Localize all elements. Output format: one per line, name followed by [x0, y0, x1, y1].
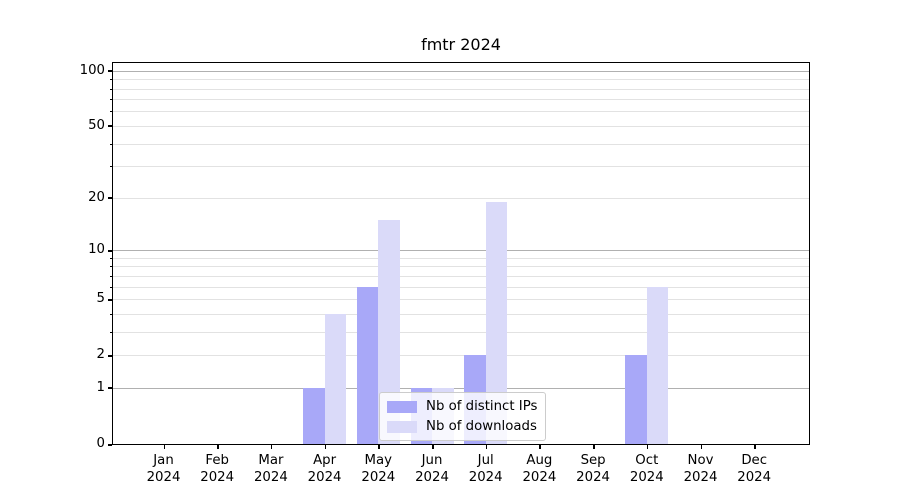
legend-label-distinct-ips: Nb of distinct IPs	[426, 399, 538, 414]
x-tick-label-mar: Mar 2024	[253, 453, 288, 485]
x-tick-mark	[700, 445, 702, 449]
y-tick-label: 5	[96, 291, 105, 306]
bar-downloads-apr	[324, 313, 347, 444]
bar-distinct-ips-apr	[303, 387, 325, 444]
legend-label-downloads: Nb of downloads	[426, 419, 537, 434]
y-tick-mark-minor	[110, 79, 112, 81]
x-tick-mark	[539, 445, 541, 449]
y-tick-mark-minor	[110, 257, 112, 259]
gridline-minor	[113, 197, 809, 199]
gridline-minor	[113, 299, 809, 300]
y-tick-mark-minor	[110, 197, 112, 199]
bar-distinct-ips-may	[356, 286, 379, 444]
x-tick-mark	[646, 445, 649, 449]
y-tick-label: 0	[96, 436, 105, 451]
gridline-minor	[113, 88, 809, 90]
x-tick-label-oct: Oct 2024	[629, 453, 664, 485]
x-tick-mark	[593, 445, 595, 449]
bar-downloads-oct	[646, 286, 669, 444]
y-tick-mark-minor	[110, 286, 112, 288]
y-tick-mark-minor	[110, 299, 112, 300]
x-tick-mark	[324, 445, 327, 449]
gridline-major	[113, 70, 809, 72]
y-tick-label: 2	[96, 347, 105, 363]
y-tick-mark-minor	[110, 331, 112, 333]
gridline-minor	[113, 313, 809, 315]
x-tick-label-apr: Apr 2024	[307, 453, 342, 485]
x-tick-label-may: May 2024	[361, 453, 396, 485]
bar-downloads-jul	[485, 201, 508, 444]
x-tick-label-sep: Sep 2024	[576, 453, 611, 485]
y-tick-mark-minor	[110, 166, 112, 168]
gridline-minor	[113, 166, 809, 168]
legend-swatch-downloads	[387, 420, 417, 433]
gridline-minor	[113, 355, 809, 357]
gridline-major	[113, 250, 809, 251]
x-tick-label-feb: Feb 2024	[200, 453, 235, 485]
legend-item-distinct-ips: Nb of distinct IPs	[387, 397, 537, 416]
x-tick-mark	[754, 445, 756, 449]
bar-distinct-ips-oct	[625, 355, 647, 444]
gridline-minor	[113, 286, 809, 288]
x-tick-mark	[270, 445, 273, 449]
y-tick-mark-minor	[110, 143, 112, 145]
y-tick-mark-minor	[110, 88, 112, 90]
x-tick-mark	[378, 445, 380, 449]
y-tick-mark-minor	[110, 111, 112, 113]
y-tick-label: 50	[88, 117, 105, 133]
y-tick-mark	[108, 387, 112, 390]
gridline-minor	[113, 99, 809, 101]
x-tick-mark	[432, 445, 434, 449]
gridline-minor	[113, 125, 809, 127]
x-tick-mark	[485, 445, 488, 449]
y-tick-label: 100	[79, 62, 105, 78]
gridline-major	[113, 387, 809, 389]
gridline-minor	[113, 111, 809, 113]
chart-title: fmtr 2024	[421, 35, 501, 54]
plot-area: Nb of distinct IPs Nb of downloads 0 1 2 5 1…	[80, 62, 810, 485]
gridline-minor	[113, 143, 809, 145]
gridline-minor	[113, 331, 809, 333]
y-tick-mark-minor	[110, 275, 112, 277]
y-tick-mark-minor	[110, 355, 112, 357]
x-tick-label-dec: Dec 2024	[737, 453, 772, 485]
bar-downloads-may	[378, 219, 400, 444]
x-tick-label-jun: Jun 2024	[415, 453, 449, 485]
x-tick-mark	[217, 445, 219, 449]
x-tick-label-nov: Nov 2024	[683, 453, 718, 485]
legend-item-downloads: Nb of downloads	[387, 417, 537, 436]
y-tick-mark	[108, 249, 112, 252]
y-tick-label: 1	[96, 379, 105, 395]
y-tick-mark-minor	[110, 99, 112, 101]
y-tick-label: 10	[88, 242, 105, 257]
x-tick-label-jul: Jul 2024	[468, 453, 503, 485]
gridline-minor	[113, 275, 809, 277]
y-tick-mark-minor	[110, 313, 112, 315]
y-tick-mark	[108, 70, 112, 73]
x-tick-label-aug: Aug 2024	[522, 453, 557, 485]
gridline-minor	[113, 257, 809, 259]
x-tick-label-jan: Jan 2024	[146, 453, 181, 485]
y-tick-label: 20	[88, 189, 105, 205]
gridline-minor	[113, 79, 809, 81]
legend: Nb of distinct IPs Nb of downloads	[379, 392, 547, 441]
y-tick-mark-minor	[110, 266, 112, 268]
y-tick-mark	[108, 443, 112, 446]
x-tick-mark	[163, 445, 165, 449]
gridline-minor	[113, 266, 809, 268]
y-tick-mark-minor	[110, 125, 112, 127]
legend-swatch-distinct-ips	[387, 400, 417, 413]
